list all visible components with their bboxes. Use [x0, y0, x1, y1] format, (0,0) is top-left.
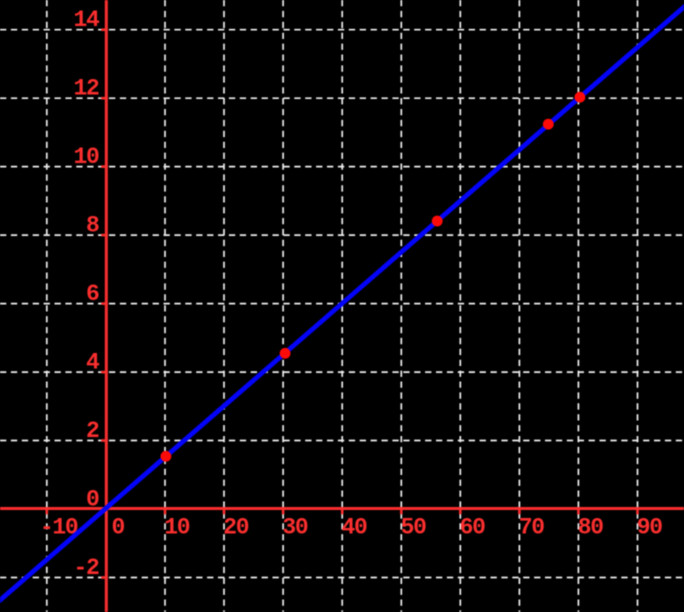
svg-text:50: 50 [401, 515, 427, 541]
svg-text:90: 90 [637, 515, 663, 541]
svg-text:-2: -2 [73, 555, 99, 581]
svg-text:20: 20 [223, 515, 249, 541]
svg-text:6: 6 [86, 281, 99, 307]
svg-text:4: 4 [86, 350, 100, 376]
svg-text:60: 60 [460, 515, 486, 541]
svg-text:2: 2 [86, 418, 99, 444]
svg-text:0: 0 [111, 515, 124, 541]
svg-text:40: 40 [341, 515, 367, 541]
svg-text:0: 0 [86, 487, 99, 513]
svg-text:80: 80 [578, 515, 604, 541]
svg-text:70: 70 [519, 515, 545, 541]
svg-text:10: 10 [73, 144, 99, 170]
svg-text:8: 8 [86, 213, 99, 239]
svg-text:12: 12 [73, 76, 99, 102]
svg-text:14: 14 [73, 7, 100, 33]
svg-text:10: 10 [164, 515, 190, 541]
svg-text:30: 30 [282, 515, 308, 541]
